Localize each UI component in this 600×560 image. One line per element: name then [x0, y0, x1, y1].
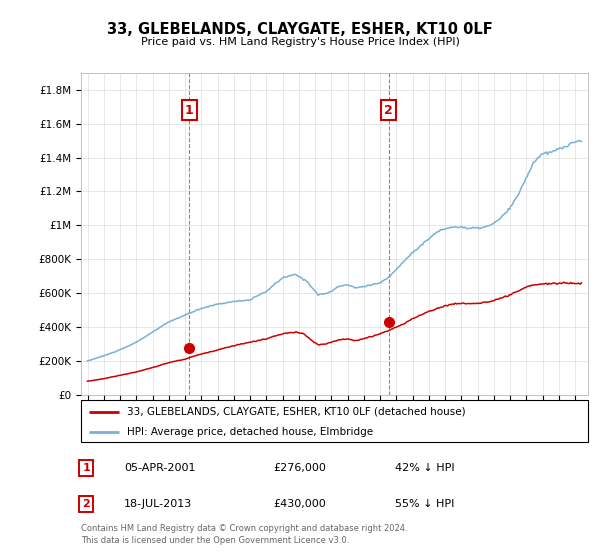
- Text: £276,000: £276,000: [274, 463, 326, 473]
- Text: Price paid vs. HM Land Registry's House Price Index (HPI): Price paid vs. HM Land Registry's House …: [140, 37, 460, 47]
- FancyBboxPatch shape: [81, 400, 588, 442]
- Text: 1: 1: [82, 463, 90, 473]
- Text: £430,000: £430,000: [274, 499, 326, 509]
- Text: This data is licensed under the Open Government Licence v3.0.: This data is licensed under the Open Gov…: [81, 536, 349, 545]
- Text: 2: 2: [82, 499, 90, 509]
- Text: 1: 1: [185, 104, 194, 116]
- Text: 55% ↓ HPI: 55% ↓ HPI: [395, 499, 455, 509]
- Text: Contains HM Land Registry data © Crown copyright and database right 2024.: Contains HM Land Registry data © Crown c…: [81, 524, 407, 533]
- Text: 2: 2: [385, 104, 393, 116]
- Text: 33, GLEBELANDS, CLAYGATE, ESHER, KT10 0LF (detached house): 33, GLEBELANDS, CLAYGATE, ESHER, KT10 0L…: [127, 407, 465, 417]
- Text: 18-JUL-2013: 18-JUL-2013: [124, 499, 193, 509]
- Text: 42% ↓ HPI: 42% ↓ HPI: [395, 463, 455, 473]
- Text: 05-APR-2001: 05-APR-2001: [124, 463, 196, 473]
- Text: HPI: Average price, detached house, Elmbridge: HPI: Average price, detached house, Elmb…: [127, 427, 373, 437]
- Text: 33, GLEBELANDS, CLAYGATE, ESHER, KT10 0LF: 33, GLEBELANDS, CLAYGATE, ESHER, KT10 0L…: [107, 22, 493, 38]
